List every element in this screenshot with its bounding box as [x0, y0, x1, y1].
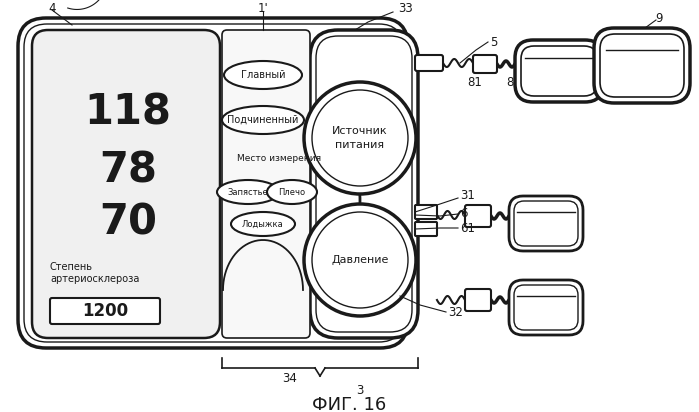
- FancyBboxPatch shape: [509, 280, 583, 335]
- Text: 32: 32: [448, 306, 463, 318]
- Ellipse shape: [222, 106, 304, 134]
- FancyBboxPatch shape: [415, 55, 443, 71]
- Text: ФИГ. 16: ФИГ. 16: [312, 396, 386, 412]
- Ellipse shape: [224, 61, 302, 89]
- Text: Запястье: Запястье: [228, 187, 268, 197]
- FancyBboxPatch shape: [310, 30, 418, 338]
- Circle shape: [304, 204, 416, 316]
- Text: 61: 61: [460, 222, 475, 234]
- Ellipse shape: [231, 212, 295, 236]
- Text: Место измерения: Место измерения: [237, 154, 321, 162]
- Text: Подчиненный: Подчиненный: [227, 115, 298, 125]
- Text: Давление: Давление: [331, 255, 389, 265]
- FancyBboxPatch shape: [515, 40, 603, 102]
- Text: 70: 70: [99, 201, 157, 243]
- Text: 9: 9: [655, 12, 663, 24]
- Text: 1': 1': [258, 2, 268, 14]
- Text: 5: 5: [490, 35, 498, 49]
- FancyBboxPatch shape: [415, 205, 437, 219]
- Text: Источник
питания: Источник питания: [332, 126, 388, 150]
- FancyBboxPatch shape: [465, 205, 491, 227]
- FancyBboxPatch shape: [473, 55, 497, 73]
- Ellipse shape: [217, 180, 279, 204]
- Text: Степень
артериосклероза: Степень артериосклероза: [50, 262, 139, 284]
- Text: 6: 6: [460, 206, 468, 220]
- FancyBboxPatch shape: [222, 30, 310, 338]
- Text: Лодыжка: Лодыжка: [242, 220, 284, 229]
- Text: 78: 78: [99, 149, 157, 191]
- FancyBboxPatch shape: [509, 196, 583, 251]
- FancyBboxPatch shape: [465, 289, 491, 311]
- Circle shape: [304, 82, 416, 194]
- Text: Плечо: Плечо: [278, 187, 305, 197]
- FancyBboxPatch shape: [18, 18, 408, 348]
- FancyBboxPatch shape: [32, 30, 220, 338]
- Text: 118: 118: [85, 91, 171, 133]
- Text: 31: 31: [460, 189, 475, 201]
- Text: 3: 3: [356, 384, 363, 396]
- FancyBboxPatch shape: [594, 28, 690, 103]
- Text: 81: 81: [468, 75, 482, 89]
- Text: 8: 8: [506, 75, 514, 89]
- Ellipse shape: [267, 180, 317, 204]
- Text: 4: 4: [48, 2, 56, 14]
- Text: Главный: Главный: [240, 70, 285, 80]
- FancyBboxPatch shape: [50, 298, 160, 324]
- Text: 34: 34: [282, 372, 298, 384]
- FancyBboxPatch shape: [415, 222, 437, 236]
- Text: 1200: 1200: [82, 302, 128, 320]
- Text: 33: 33: [398, 2, 413, 14]
